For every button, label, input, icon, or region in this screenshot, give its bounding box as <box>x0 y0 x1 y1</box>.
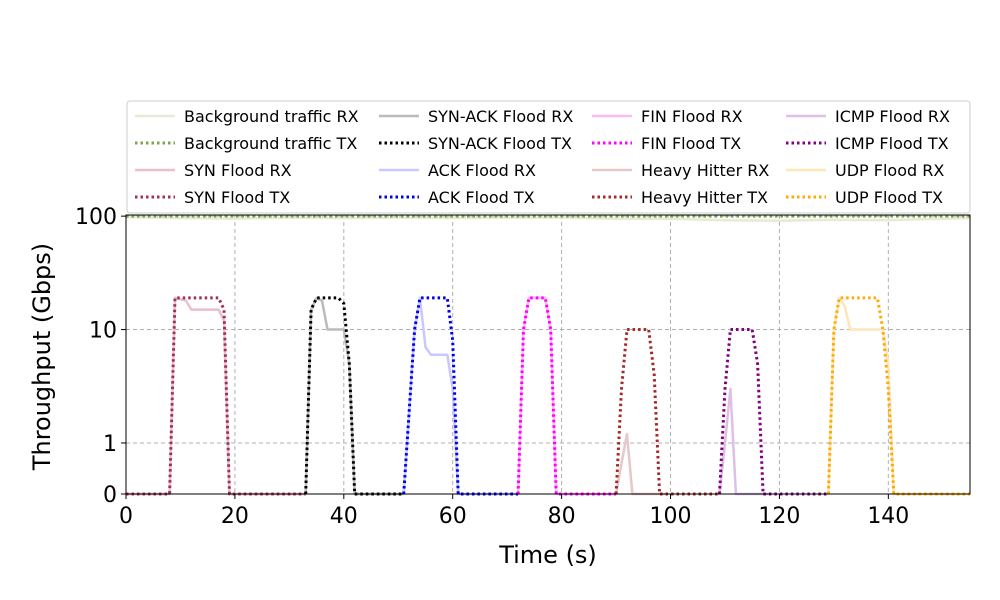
series-line <box>516 296 617 496</box>
legend-entry: ICMP Flood RX <box>835 107 950 126</box>
plot-frame <box>125 214 971 495</box>
series-line <box>516 296 617 496</box>
legend: Background traffic RX Background traffic … <box>126 100 971 214</box>
series-line <box>718 328 829 496</box>
legend-entry: SYN-ACK Flood TX <box>428 134 572 153</box>
x-tick-label: 140 <box>867 504 909 529</box>
legend-entry: UDP Flood TX <box>835 188 943 207</box>
series-line <box>126 296 306 496</box>
legend-entry: UDP Flood RX <box>835 161 944 180</box>
x-tick-label: 0 <box>119 504 133 529</box>
legend-entry: ACK Flood RX <box>428 161 536 180</box>
series-line <box>304 296 404 496</box>
grid-lines <box>126 215 970 495</box>
series-line <box>304 296 404 496</box>
x-tick-label: 60 <box>439 504 467 529</box>
series-lines <box>125 214 971 496</box>
legend-entry: Heavy Hitter TX <box>641 188 768 207</box>
legend-entry: FIN Flood TX <box>641 134 741 153</box>
series-line <box>826 296 970 496</box>
series-line <box>126 296 306 496</box>
y-tick-label: 100 <box>75 205 117 230</box>
legend-entry: Background traffic TX <box>184 134 357 153</box>
legend-entry: FIN Flood RX <box>641 107 743 126</box>
legend-entry: SYN Flood TX <box>184 188 290 207</box>
legend-entry: Background traffic RX <box>184 107 359 126</box>
series-line <box>614 328 720 496</box>
x-tick-label: 40 <box>330 504 358 529</box>
x-axis-label: Time (s) <box>498 541 597 569</box>
series-line <box>125 215 971 223</box>
y-axis-ticks: 0 1 10 100 <box>75 205 126 508</box>
legend-entry: SYN Flood RX <box>184 161 292 180</box>
legend-frame <box>126 100 971 214</box>
y-axis-label: Throughput (Gbps) <box>28 243 56 471</box>
legend-entry: ACK Flood TX <box>428 188 535 207</box>
x-tick-label: 80 <box>548 504 576 529</box>
legend-entry: ICMP Flood TX <box>835 134 949 153</box>
x-tick-label: 20 <box>221 504 249 529</box>
y-tick-label: 10 <box>89 319 117 344</box>
x-tick-label: 120 <box>758 504 800 529</box>
series-line <box>827 296 970 496</box>
y-tick-label: 0 <box>103 483 117 508</box>
x-tick-label: 100 <box>650 504 692 529</box>
series-line <box>402 296 519 496</box>
x-axis-ticks: 0 20 40 60 80 100 120 140 <box>119 494 909 529</box>
legend-entry: SYN-ACK Flood RX <box>428 107 573 126</box>
series-line <box>402 296 519 496</box>
legend-entry: Heavy Hitter RX <box>641 161 769 180</box>
y-tick-label: 1 <box>103 432 117 457</box>
